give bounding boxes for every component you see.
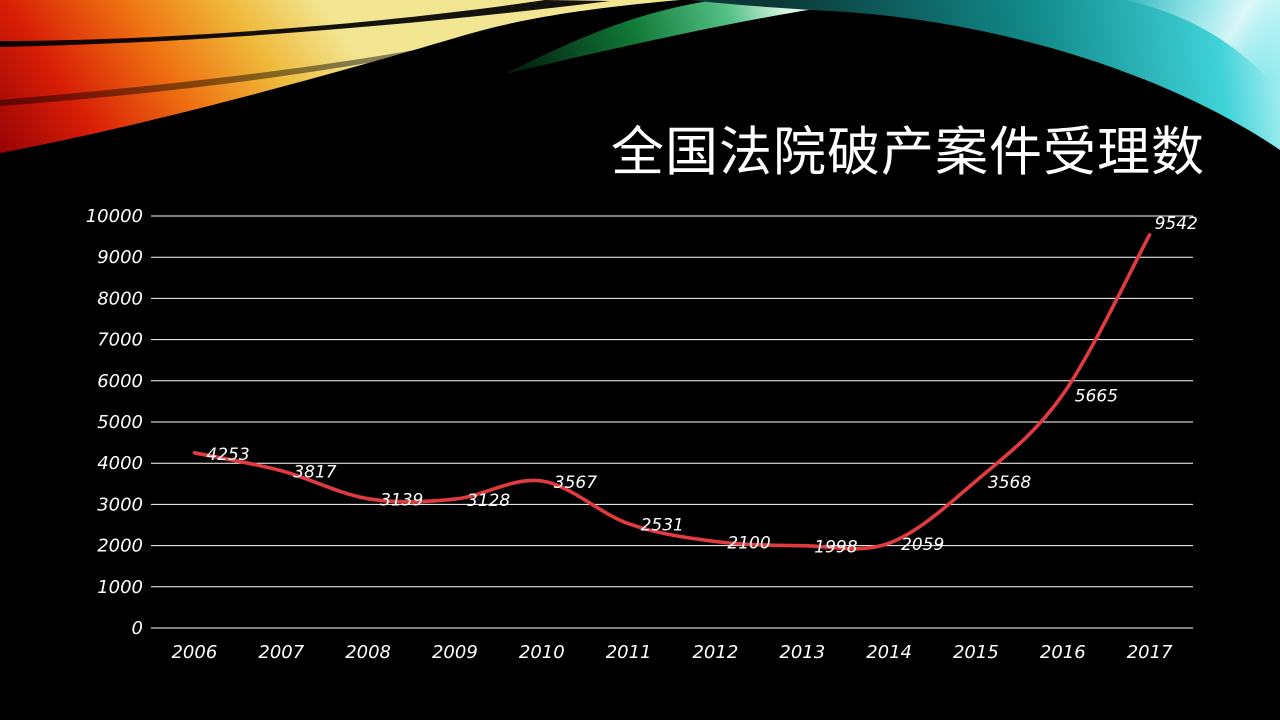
data-label: 2531 (641, 516, 684, 536)
flame-dark-streak-2 (0, 28, 530, 106)
x-tick-label: 2017 (1127, 642, 1173, 663)
y-tick-label: 5000 (97, 412, 143, 433)
x-tick-label: 2015 (953, 642, 999, 663)
x-tick-label: 2011 (606, 642, 652, 663)
y-tick-label: 10000 (86, 206, 143, 227)
data-label: 3567 (554, 473, 597, 493)
data-label: 1998 (814, 538, 857, 558)
data-label: 3128 (467, 491, 510, 511)
teal-swoosh (690, 0, 1280, 150)
data-label: 2059 (901, 535, 944, 555)
data-label: 3568 (988, 473, 1031, 493)
y-tick-label: 1000 (97, 577, 143, 598)
data-label: 2100 (727, 534, 770, 554)
data-label: 9542 (1155, 214, 1198, 234)
y-axis-tick-labels: 0 1000 2000 3000 4000 5000 6000 7000 8000 9000 100… (86, 206, 143, 639)
data-labels: 4253 3817 3139 3128 3567 2531 2100 1998 2059 3568… (206, 214, 1197, 558)
flame-dark-streak (0, 0, 610, 47)
gridlines (151, 215, 1193, 629)
x-tick-label: 2010 (519, 642, 565, 663)
x-tick-label: 2009 (432, 642, 478, 663)
y-tick-label: 8000 (97, 288, 143, 309)
data-label: 4253 (206, 445, 249, 465)
x-tick-label: 2007 (258, 642, 304, 663)
x-axis-tick-labels: 2006 2007 2008 2009 2010 2011 2012 2013 2014 2015… (171, 642, 1173, 663)
x-tick-label: 2008 (345, 642, 391, 663)
x-tick-label: 2013 (779, 642, 825, 663)
y-tick-label: 9000 (97, 247, 143, 268)
y-tick-label: 2000 (97, 536, 143, 557)
x-tick-label: 2006 (171, 642, 217, 663)
slide-title: 全国法院破产案件受理数 (611, 122, 1205, 183)
data-label: 5665 (1075, 387, 1118, 407)
y-tick-label: 0 (132, 618, 143, 639)
y-tick-label: 3000 (97, 494, 143, 515)
x-tick-label: 2012 (692, 642, 738, 663)
y-tick-label: 7000 (97, 330, 143, 351)
corner-highlight (1125, 0, 1280, 92)
green-swoosh (505, 0, 880, 74)
data-label: 3139 (380, 491, 423, 511)
series-line (192, 233, 1152, 551)
decorative-flame-swoosh (0, 0, 1280, 153)
data-label: 3817 (293, 463, 336, 483)
y-tick-label: 4000 (97, 453, 143, 474)
x-tick-label: 2014 (866, 642, 912, 663)
x-tick-label: 2016 (1040, 642, 1086, 663)
y-tick-label: 6000 (97, 371, 143, 392)
